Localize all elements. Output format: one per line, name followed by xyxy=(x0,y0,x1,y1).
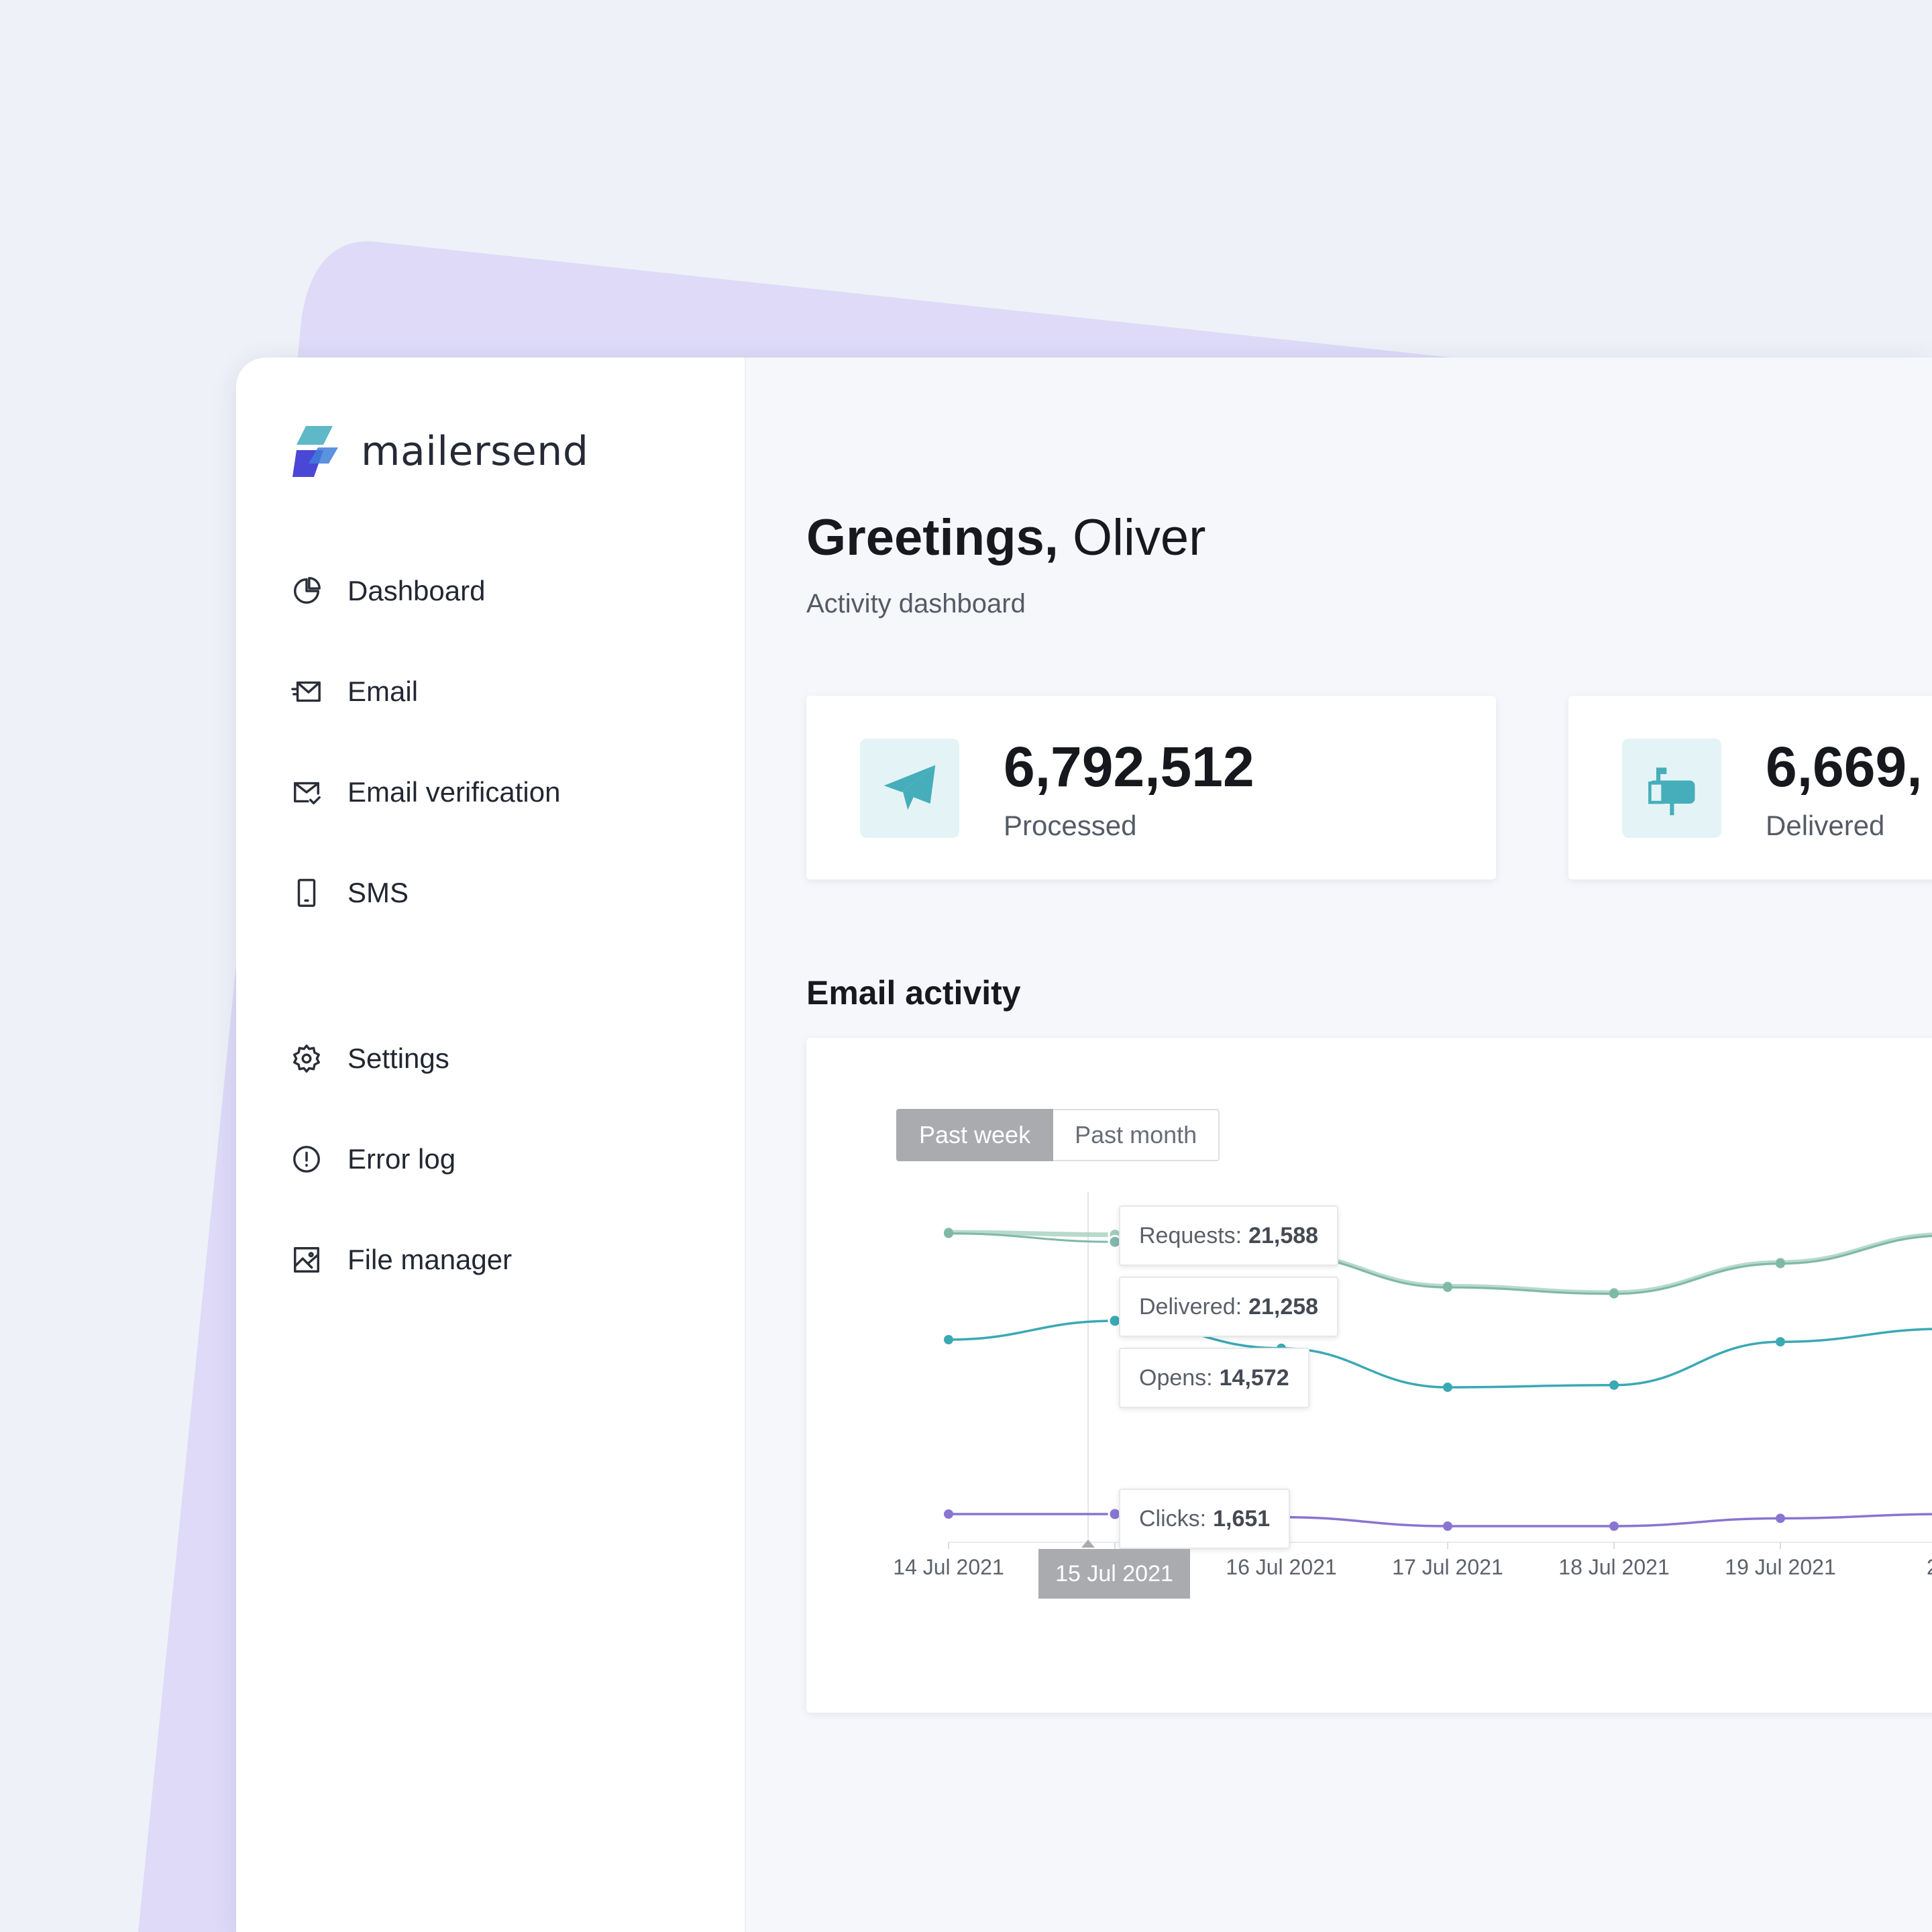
email-icon xyxy=(291,681,321,702)
tooltip-opens: Opens: 14,572 xyxy=(1119,1348,1309,1408)
page-title: Greetings, Oliver xyxy=(806,508,1205,567)
brand-name: mailersend xyxy=(361,428,589,475)
data-point-clicks[interactable] xyxy=(1776,1513,1785,1523)
x-tick-label: 18 Jul 2021 xyxy=(1558,1555,1669,1579)
main-content: Greetings, Oliver Activity dashboard 6,7… xyxy=(745,358,1932,1932)
sidebar-item-error-log[interactable]: Error log xyxy=(291,1136,455,1183)
tooltip-label: Requests: xyxy=(1139,1222,1242,1248)
tooltip-value: 21,588 xyxy=(1248,1222,1319,1248)
email-check-icon xyxy=(294,782,321,805)
x-tick-label: 14 Jul 2021 xyxy=(893,1555,1004,1579)
data-point-delivered[interactable] xyxy=(1609,1289,1619,1299)
stat-icon-box xyxy=(1622,739,1721,838)
paper-plane-icon xyxy=(883,765,936,812)
sidebar-item-label: Settings xyxy=(347,1042,449,1074)
email-activity-chart: 14 Jul 2021 16 Jul 2021 17 Jul 2021 18 Jul … xyxy=(893,1192,1932,1579)
x-tick-label: 19 Jul 2021 xyxy=(1725,1555,1835,1579)
sidebar-item-label: File manager xyxy=(347,1244,513,1275)
page-subtitle: Activity dashboard xyxy=(806,589,1026,619)
data-point-delivered[interactable] xyxy=(944,1228,953,1238)
sidebar: mailersend Dashboard Email Email verific… xyxy=(236,358,746,1932)
stat-icon-box xyxy=(860,739,959,838)
stat-value: 6,792,512 xyxy=(1004,735,1254,798)
data-point-delivered[interactable] xyxy=(1776,1258,1785,1269)
data-point-opens[interactable] xyxy=(1443,1382,1452,1392)
image-icon xyxy=(294,1247,319,1273)
tooltip-requests: Requests: 21,588 xyxy=(1119,1205,1339,1266)
sidebar-item-label: Email xyxy=(347,676,419,707)
greeting-text: Greetings, xyxy=(806,509,1059,566)
tooltip-value: 1,651 xyxy=(1213,1505,1271,1532)
range-past-month-button[interactable]: Past month xyxy=(1053,1109,1220,1161)
mailersend-logo-icon xyxy=(292,426,338,477)
sidebar-item-label: Email verification xyxy=(347,776,561,808)
x-axis-highlight-label: 15 Jul 2021 xyxy=(1038,1549,1190,1599)
series-line-opens xyxy=(947,1320,1932,1389)
data-point-opens[interactable] xyxy=(944,1335,953,1344)
sidebar-item-label: SMS xyxy=(347,877,409,908)
range-past-week-button[interactable]: Past week xyxy=(896,1109,1054,1161)
stat-label: Delivered xyxy=(1766,810,1885,841)
stat-label: Processed xyxy=(1004,810,1137,841)
data-point-clicks[interactable] xyxy=(1609,1521,1619,1531)
highlight-caret xyxy=(1081,1540,1095,1548)
x-tick-label: 16 Jul 2021 xyxy=(1226,1555,1336,1579)
sidebar-item-email-verification[interactable]: Email verification xyxy=(291,769,560,816)
range-toggle: Past week Past month xyxy=(896,1109,1220,1161)
email-activity-card: 14 Jul 2021 16 Jul 2021 17 Jul 2021 18 Jul … xyxy=(806,1038,1932,1713)
app-window: mailersend Dashboard Email Email verific… xyxy=(236,358,1932,1932)
data-point-opens[interactable] xyxy=(1776,1337,1785,1347)
tooltip-delivered: Delivered: 21,258 xyxy=(1119,1277,1339,1337)
user-name: Oliver xyxy=(1073,509,1206,566)
data-point-clicks[interactable] xyxy=(1443,1521,1452,1531)
stat-card-processed: 6,792,512 Processed xyxy=(806,696,1496,879)
sidebar-item-email[interactable]: Email xyxy=(291,668,418,715)
sidebar-item-file-manager[interactable]: File manager xyxy=(291,1236,512,1283)
stat-card-delivered: 6,669, Delivered xyxy=(1568,696,1932,879)
tooltip-value: 21,258 xyxy=(1248,1293,1319,1320)
x-tick-label: 17 Jul 2021 xyxy=(1392,1555,1503,1579)
gear-icon xyxy=(293,1044,320,1073)
tooltip-label: Opens: xyxy=(1139,1364,1213,1391)
alert-circle-icon xyxy=(293,1146,320,1173)
brand-logo[interactable]: mailersend xyxy=(291,425,588,478)
mailbox-icon xyxy=(1648,767,1695,816)
x-tick-label: 20 J xyxy=(1927,1555,1932,1579)
tooltip-clicks: Clicks: 1,651 xyxy=(1119,1489,1291,1549)
data-point-delivered[interactable] xyxy=(1443,1282,1452,1292)
pie-chart-icon xyxy=(294,577,321,604)
tooltip-label: Clicks: xyxy=(1139,1505,1207,1532)
sidebar-item-settings[interactable]: Settings xyxy=(291,1035,449,1082)
data-point-opens[interactable] xyxy=(1609,1380,1619,1390)
data-point-clicks[interactable] xyxy=(944,1509,953,1519)
sidebar-item-label: Dashboard xyxy=(347,575,486,606)
stat-value: 6,669, xyxy=(1766,735,1923,798)
sidebar-item-sms[interactable]: SMS xyxy=(291,869,409,916)
sidebar-item-label: Error log xyxy=(347,1143,456,1175)
sidebar-item-dashboard[interactable]: Dashboard xyxy=(291,568,485,614)
tooltip-label: Delivered: xyxy=(1139,1293,1242,1320)
section-title: Email activity xyxy=(806,974,1021,1012)
phone-icon xyxy=(297,879,316,907)
tooltip-value: 14,572 xyxy=(1219,1364,1289,1391)
